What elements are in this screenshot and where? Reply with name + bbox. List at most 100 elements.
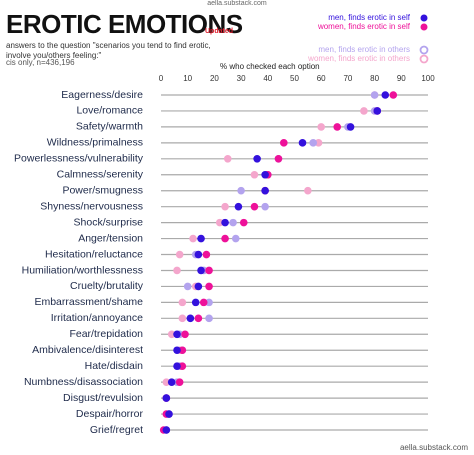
dot (221, 218, 229, 227)
dot (178, 298, 187, 307)
dot (178, 362, 187, 370)
dot (173, 330, 181, 339)
x-tick-label: 100 (421, 74, 435, 83)
dot (239, 218, 248, 227)
x-tick-label: 30 (237, 74, 246, 83)
dot (261, 170, 269, 179)
badge: Updated (205, 28, 233, 35)
dot (298, 139, 307, 147)
dot (280, 139, 288, 147)
x-axis-label: % who checked each option (220, 62, 320, 71)
dot (221, 202, 229, 211)
category-label: Disgust/revulsion (63, 392, 143, 404)
dot (197, 234, 205, 243)
category-label: Cruelty/brutality (70, 280, 144, 292)
x-tick-label: 90 (397, 74, 406, 83)
category-label: Anger/tension (78, 232, 143, 244)
dot (309, 139, 317, 147)
dot (274, 155, 283, 163)
dot (231, 234, 240, 243)
legend-marker (419, 45, 429, 55)
dot (162, 394, 171, 402)
dot (261, 186, 269, 195)
x-tick-label: 80 (370, 74, 379, 83)
dot (360, 107, 368, 115)
legend-marker (419, 54, 429, 64)
dot (250, 170, 259, 179)
category-label: Shyness/nervousness (40, 200, 143, 212)
dot (346, 123, 355, 131)
category-label: Numbness/disassociation (24, 376, 143, 388)
dot (189, 234, 197, 243)
dot (162, 426, 171, 434)
dot (205, 298, 213, 307)
legend-label: men, finds erotic in others (318, 45, 410, 54)
dot (304, 186, 312, 195)
dot (221, 234, 229, 243)
dot (194, 250, 203, 259)
chart-title: EROTIC EMOTIONS (6, 9, 243, 39)
legend-marker (420, 23, 428, 31)
dot (261, 202, 269, 211)
dot (194, 282, 203, 291)
category-label: Power/smugness (62, 184, 143, 196)
category-label: Eagerness/desire (61, 89, 143, 101)
dot (223, 155, 232, 163)
x-tick-label: 40 (263, 74, 272, 83)
dot (165, 410, 173, 418)
note: cis only, n=436,196 (6, 58, 75, 67)
x-tick-label: 10 (183, 74, 192, 83)
legend-label: men, finds erotic in self (328, 13, 411, 22)
category-label: Fear/trepidation (69, 328, 143, 340)
category-label: Wildness/primalness (47, 137, 143, 149)
legend-label: women, finds erotic in others (307, 54, 410, 63)
category-label: Embarrassment/shame (34, 296, 143, 308)
footer: aella.substack.com (399, 443, 468, 452)
dot (370, 91, 379, 99)
source: aella.substack.com (207, 0, 267, 7)
category-label: Hate/disdain (85, 360, 144, 372)
x-tick-label: 0 (159, 74, 164, 83)
dot (234, 202, 243, 211)
dot (173, 362, 181, 370)
legend-marker (420, 14, 428, 22)
dot (191, 298, 200, 307)
dot (194, 314, 203, 323)
subtitle: answers to the question "scenarios you t… (6, 41, 211, 60)
dot (162, 378, 171, 386)
dot (333, 123, 342, 131)
dot (175, 378, 184, 386)
dot (197, 266, 205, 275)
dot (175, 250, 184, 259)
category-label: Despair/horror (76, 408, 144, 420)
dot (199, 298, 208, 307)
dot (215, 218, 224, 227)
category-label: Powerlessness/vulnerability (14, 153, 144, 165)
legend-label: women, finds erotic in self (317, 22, 411, 31)
category-label: Grief/regret (90, 424, 143, 436)
category-label: Ambivalence/disinterest (32, 344, 143, 356)
category-label: Hesitation/reluctance (45, 248, 143, 260)
dot (173, 266, 181, 275)
dot (183, 282, 192, 291)
dot (250, 202, 259, 211)
category-label: Safety/warmth (76, 121, 143, 133)
dot (205, 282, 213, 291)
category-label: Love/romance (76, 105, 143, 117)
x-tick-label: 20 (210, 74, 219, 83)
dot (317, 123, 326, 131)
dot (178, 314, 187, 323)
dot (389, 91, 398, 99)
x-tick-label: 60 (317, 74, 326, 83)
category-label: Irritation/annoyance (51, 312, 143, 324)
x-tick-label: 50 (290, 74, 299, 83)
dot (178, 346, 187, 355)
dot (173, 346, 181, 355)
dot (229, 218, 237, 227)
dot (381, 91, 390, 99)
dot (205, 314, 213, 323)
dot (181, 330, 189, 339)
dot (373, 107, 382, 115)
